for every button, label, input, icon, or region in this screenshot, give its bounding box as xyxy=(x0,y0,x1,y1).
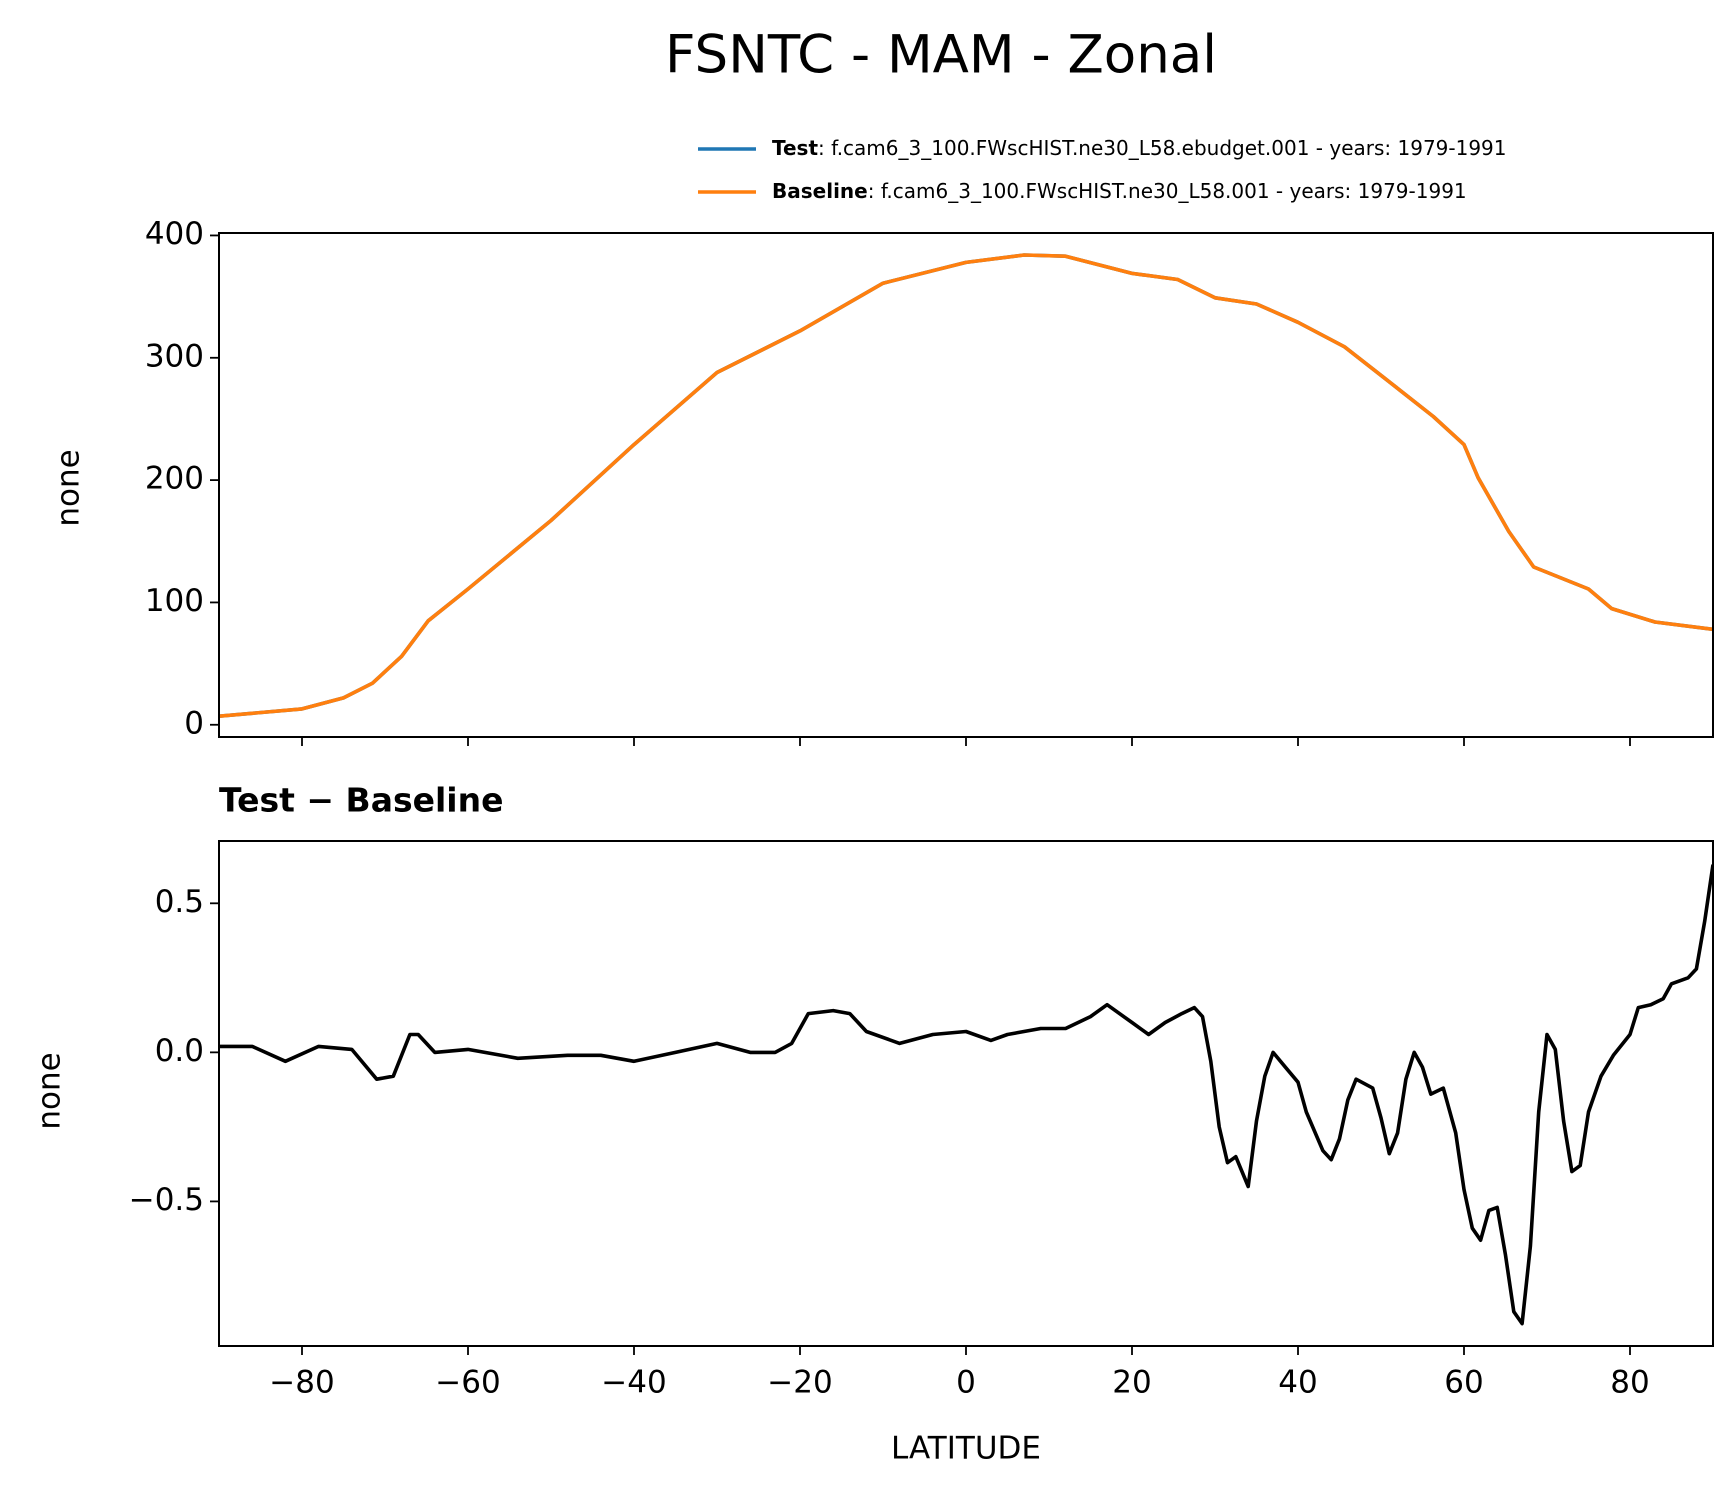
legend-description: : f.cam6_3_100.FWscHIST.ne30_L58.001 - y… xyxy=(868,179,1467,203)
data-line xyxy=(219,864,1713,1326)
y-tick-label: 0.5 xyxy=(155,884,204,920)
x-tick-label: 20 xyxy=(1112,1365,1151,1401)
x-tick-label: −80 xyxy=(269,1365,334,1401)
y-tick-label: 400 xyxy=(145,216,204,252)
legend-label: Test: f.cam6_3_100.FWscHIST.ne30_L58.ebu… xyxy=(772,136,1507,160)
legend-label: Baseline: f.cam6_3_100.FWscHIST.ne30_L58… xyxy=(772,179,1467,203)
legend-name: Test xyxy=(772,136,818,160)
y-tick-label: 0.0 xyxy=(155,1033,204,1069)
data-line xyxy=(219,253,1713,718)
data-line xyxy=(219,253,1713,718)
x-tick-label: 80 xyxy=(1610,1365,1649,1401)
x-tick-label: 40 xyxy=(1278,1365,1317,1401)
y-tick-label: 300 xyxy=(145,338,204,374)
axes-frame xyxy=(218,840,1714,1347)
y-axis-label: none xyxy=(32,1052,68,1129)
x-tick-label: 0 xyxy=(956,1365,976,1401)
axes-frame xyxy=(218,232,1714,738)
x-tick-label: −20 xyxy=(767,1365,832,1401)
y-tick-label: −0.5 xyxy=(129,1182,204,1218)
x-axis-label: LATITUDE xyxy=(891,1431,1041,1467)
x-tick-label: −40 xyxy=(601,1365,666,1401)
x-tick-label: −60 xyxy=(435,1365,500,1401)
legend-description: : f.cam6_3_100.FWscHIST.ne30_L58.ebudget… xyxy=(818,136,1507,160)
y-tick-label: 0 xyxy=(184,705,204,741)
figure-title: FSNTC - MAM - Zonal xyxy=(665,25,1217,86)
y-tick-label: 200 xyxy=(145,461,204,497)
legend-name: Baseline xyxy=(772,179,868,203)
y-axis-label: none xyxy=(51,449,87,526)
subtitle: Test − Baseline xyxy=(219,781,504,820)
y-tick-label: 100 xyxy=(145,583,204,619)
x-tick-label: 60 xyxy=(1444,1365,1483,1401)
